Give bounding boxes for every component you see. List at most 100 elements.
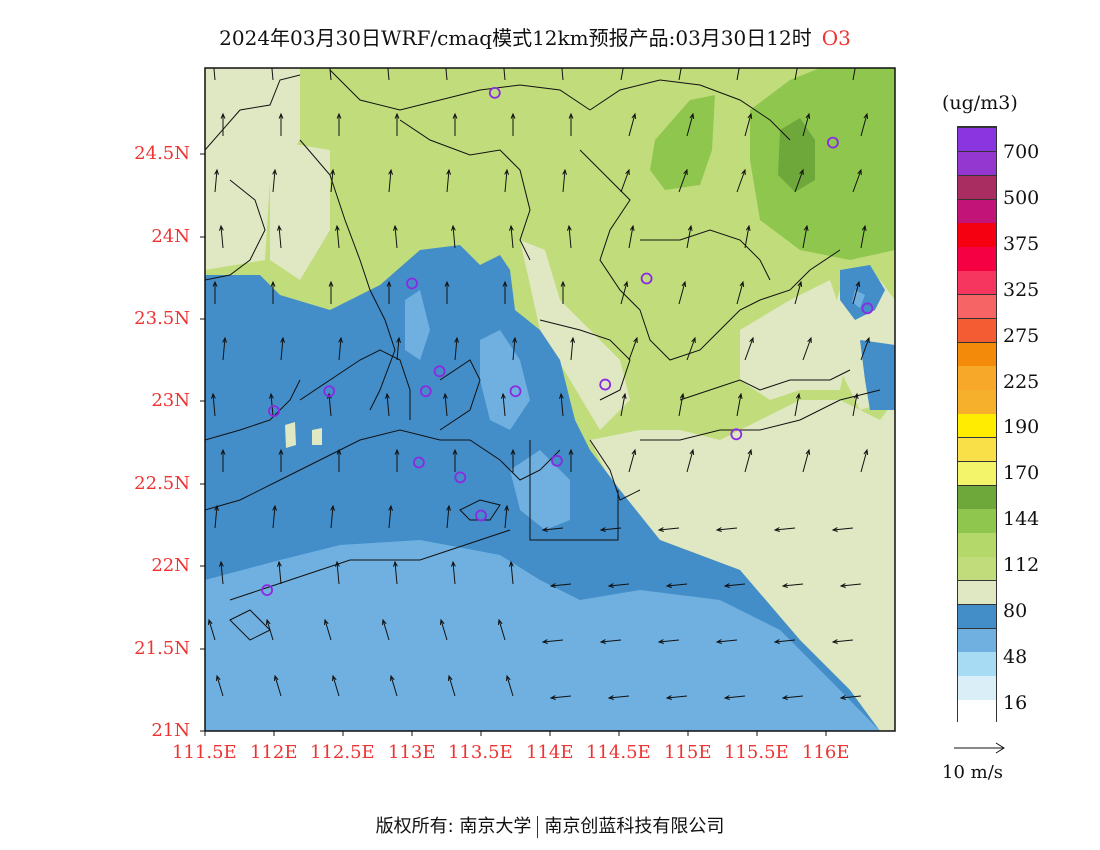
legend-color-block: [958, 556, 996, 581]
wind-arrow: [386, 280, 392, 304]
legend-color-block: [958, 198, 996, 223]
wind-arrow: [549, 583, 572, 588]
legend-level: 144: [1003, 508, 1040, 530]
wind-arrow: [501, 392, 506, 417]
legend-color-block: [958, 413, 996, 438]
lat-label: 22N: [151, 555, 190, 576]
wind-arrow: [736, 280, 745, 305]
wind-arrow: [860, 336, 870, 361]
wind-arrow: [396, 336, 401, 361]
wind-arrow: [214, 168, 219, 193]
wind-arrow: [607, 695, 630, 700]
wind-arrow: [744, 448, 753, 473]
wind-arrow: [736, 168, 746, 193]
lon-label: 115E: [664, 742, 712, 763]
wind-arrow: [852, 392, 859, 417]
wind-arrow: [852, 168, 862, 193]
station-marker: [509, 385, 522, 398]
wind-arrow: [443, 392, 448, 417]
wind-arrow: [323, 618, 332, 641]
station-marker: [406, 277, 418, 290]
legend-level: 375: [1003, 233, 1040, 255]
wind-arrow: [272, 504, 277, 529]
lat-label: 21N: [151, 720, 190, 741]
wind-arrow: [387, 68, 390, 81]
lon-label: 116E: [802, 742, 850, 763]
wind-arrow: [794, 280, 803, 305]
wind-arrow: [561, 68, 564, 81]
wind-arrow: [504, 168, 509, 193]
wind-reference-arrow: [954, 742, 1005, 754]
legend-level: 225: [1003, 371, 1040, 393]
lon-label: 113E: [388, 742, 436, 763]
lat-label: 24N: [151, 226, 190, 247]
wind-arrow: [839, 583, 862, 588]
credit-separator: [537, 816, 539, 838]
species-label: O3: [821, 26, 851, 50]
wind-arrow: [723, 695, 746, 700]
wind-reference-label: 10 m/s: [942, 762, 1003, 783]
wind-arrow: [273, 674, 282, 697]
station-marker: [488, 86, 501, 99]
wind-arrow: [860, 448, 869, 473]
wind-arrow: [446, 168, 451, 193]
legend-color-block: [958, 270, 996, 295]
wind-arrow: [665, 583, 688, 588]
wind-vectors: [207, 68, 870, 700]
wind-arrow: [744, 336, 754, 361]
wind-arrow: [628, 336, 638, 361]
title-text: 2024年03月30日WRF/cmaq模式12km预报产品:03月30日12时: [219, 26, 812, 50]
legend-color-block: [958, 699, 996, 724]
wind-arrow: [328, 280, 334, 304]
station-marker: [640, 272, 653, 285]
wind-arrow: [852, 280, 861, 305]
wind-arrow: [541, 527, 564, 532]
wind-arrow: [839, 695, 862, 700]
wind-arrow: [277, 224, 282, 249]
wind-arrow: [452, 448, 458, 472]
wind-arrow: [686, 448, 695, 473]
wind-arrow: [338, 336, 343, 361]
legend-level: 190: [1003, 416, 1040, 438]
legend-level: 275: [1003, 325, 1040, 347]
wind-arrow: [549, 695, 572, 700]
wind-arrow: [744, 224, 751, 249]
wind-arrow: [628, 112, 637, 137]
lon-label: 113.5E: [448, 742, 513, 763]
wind-arrow: [599, 527, 622, 532]
wind-arrow: [381, 618, 390, 641]
wind-arrow: [385, 392, 390, 417]
legend-level: 112: [1003, 554, 1040, 576]
wind-arrow: [219, 224, 224, 249]
wind-arrow: [222, 336, 227, 361]
wind-arrow: [736, 392, 743, 417]
wind-arrow: [220, 112, 226, 136]
wind-arrow: [802, 112, 811, 137]
wind-arrow: [628, 224, 635, 249]
legend-color-block: [958, 365, 996, 390]
wind-arrow: [212, 280, 218, 304]
legend-level: 48: [1003, 646, 1028, 668]
station-markers: [261, 86, 874, 597]
wind-arrow: [509, 224, 514, 249]
wind-arrow: [329, 68, 332, 81]
wind-arrow: [454, 336, 459, 361]
wind-arrow: [394, 112, 400, 136]
wind-arrow: [715, 527, 738, 532]
wind-arrow: [562, 168, 567, 193]
wind-arrow: [211, 392, 216, 417]
wind-arrow: [497, 618, 506, 641]
lat-label: 23N: [151, 390, 190, 411]
wind-arrow: [445, 68, 448, 81]
wind-arrow: [559, 392, 564, 417]
legend-color-block: [958, 579, 996, 605]
wind-arrow: [278, 112, 284, 136]
wind-arrow: [852, 68, 856, 81]
wind-arrow: [509, 560, 514, 585]
wind-arrow: [620, 392, 627, 417]
wind-arrow: [723, 583, 746, 588]
lon-label: 112.5E: [310, 742, 375, 763]
wind-arrow: [781, 695, 804, 700]
lat-label: 23.5N: [134, 308, 190, 329]
lat-label: 24.5N: [134, 143, 190, 164]
